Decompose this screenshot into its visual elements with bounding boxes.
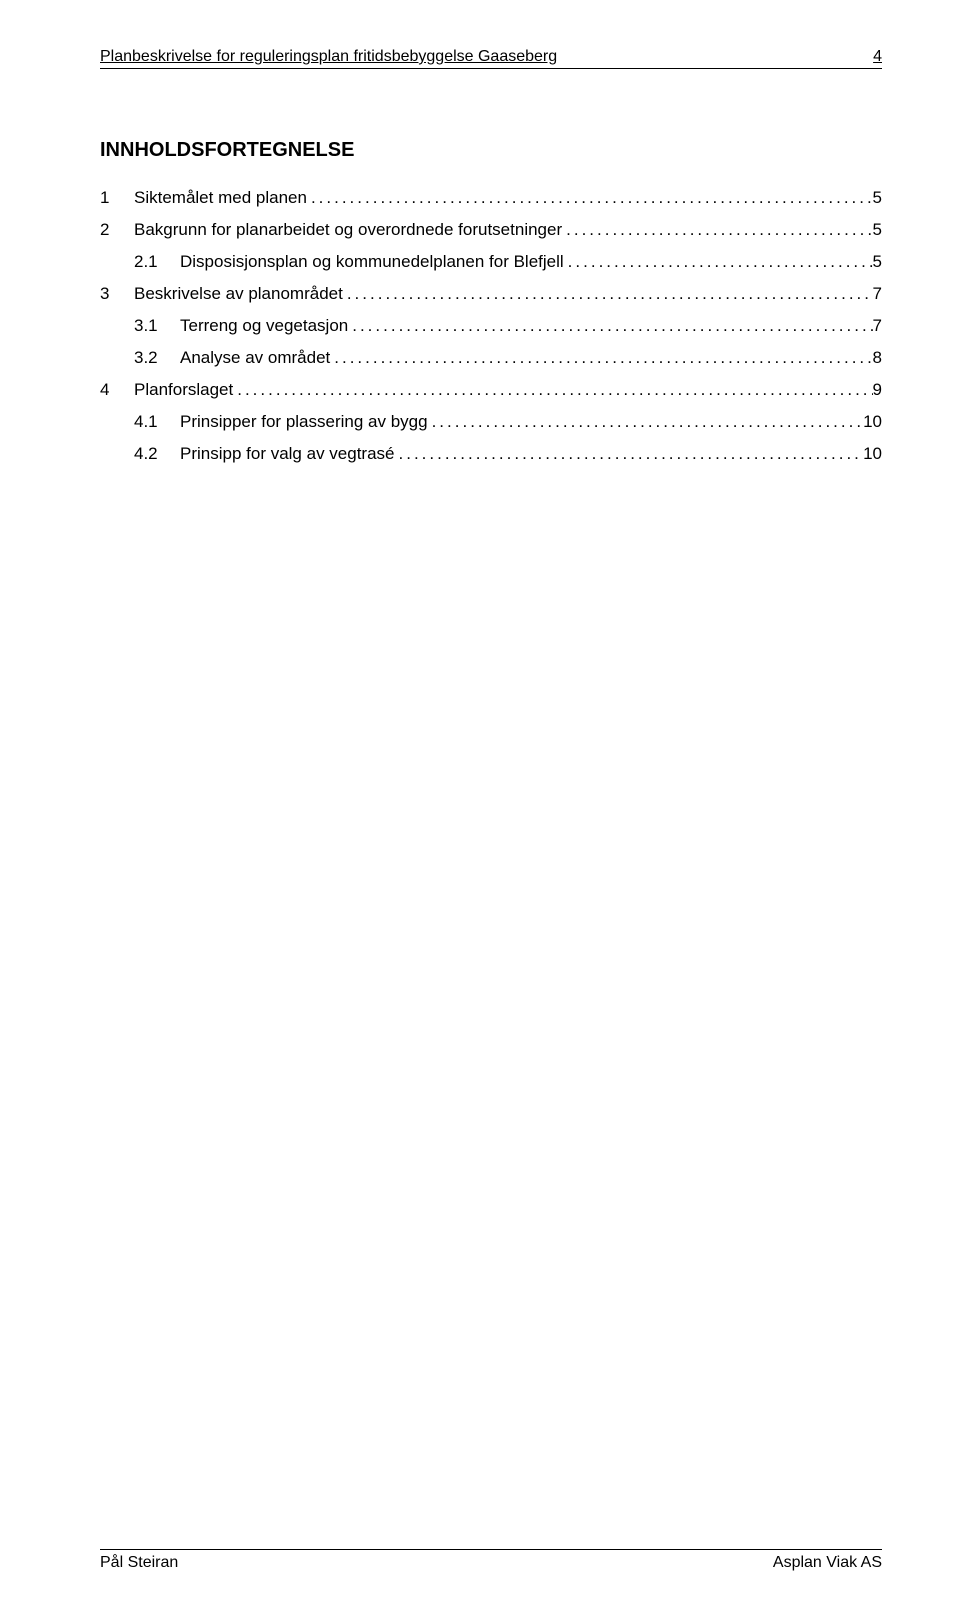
toc-page: 8 [873, 348, 882, 368]
page-header: Planbeskrivelse for reguleringsplan frit… [100, 48, 882, 69]
header-title: Planbeskrivelse for reguleringsplan frit… [100, 48, 557, 66]
toc-entry: 4.2 Prinsipp for valg av vegtrasé ......… [100, 444, 882, 464]
toc-entry: 3.1 Terreng og vegetasjon ..............… [100, 316, 882, 336]
toc-leader: ........................................… [330, 348, 872, 368]
toc-page: 5 [873, 252, 882, 272]
toc-page: 10 [863, 444, 882, 464]
footer-left: Pål Steiran [100, 1554, 178, 1572]
toc-label: Siktemålet med planen [134, 188, 307, 208]
toc-entry: 3.2 Analyse av området .................… [100, 348, 882, 368]
toc-number: 1 [100, 188, 134, 208]
toc-number: 2.1 [134, 252, 180, 272]
page-footer: Pål Steiran Asplan Viak AS [100, 1549, 882, 1572]
toc-list: 1 Siktemålet med planen ................… [100, 188, 882, 476]
toc-page: 5 [873, 220, 882, 240]
toc-entry: 2 Bakgrunn for planarbeidet og overordne… [100, 220, 882, 240]
toc-label: Beskrivelse av planområdet [134, 284, 343, 304]
toc-leader: ........................................… [307, 188, 873, 208]
toc-number: 4.2 [134, 444, 180, 464]
toc-label: Terreng og vegetasjon [180, 316, 348, 336]
header-page-number: 4 [873, 48, 882, 66]
toc-number: 3 [100, 284, 134, 304]
toc-number: 4.1 [134, 412, 180, 432]
toc-entry: 1 Siktemålet med planen ................… [100, 188, 882, 208]
toc-leader: ........................................… [564, 252, 873, 272]
toc-heading: INNHOLDSFORTEGNELSE [100, 139, 882, 162]
toc-label: Bakgrunn for planarbeidet og overordnede… [134, 220, 562, 240]
toc-leader: ........................................… [348, 316, 872, 336]
toc-number: 4 [100, 380, 134, 400]
toc-label: Prinsipper for plassering av bygg [180, 412, 428, 432]
toc-leader: ........................................… [428, 412, 864, 432]
toc-label: Disposisjonsplan og kommunedelplanen for… [180, 252, 564, 272]
toc-number: 3.1 [134, 316, 180, 336]
page-container: Planbeskrivelse for reguleringsplan frit… [0, 0, 960, 1620]
toc-leader: ........................................… [562, 220, 872, 240]
toc-entry: 3 Beskrivelse av planområdet ...........… [100, 284, 882, 304]
toc-number: 2 [100, 220, 134, 240]
toc-leader: ........................................… [343, 284, 873, 304]
toc-entry: 4 Planforslaget ........................… [100, 380, 882, 400]
footer-right: Asplan Viak AS [773, 1554, 882, 1572]
toc-page: 10 [863, 412, 882, 432]
toc-entry: 2.1 Disposisjonsplan og kommunedelplanen… [100, 252, 882, 272]
toc-page: 9 [873, 380, 882, 400]
toc-page: 5 [873, 188, 882, 208]
toc-number: 3.2 [134, 348, 180, 368]
toc-label: Planforslaget [134, 380, 233, 400]
toc-page: 7 [873, 284, 882, 304]
toc-leader: ........................................… [395, 444, 864, 464]
toc-label: Prinsipp for valg av vegtrasé [180, 444, 395, 464]
toc-label: Analyse av området [180, 348, 330, 368]
toc-page: 7 [873, 316, 882, 336]
toc-leader: ........................................… [233, 380, 872, 400]
toc-entry: 4.1 Prinsipper for plassering av bygg ..… [100, 412, 882, 432]
